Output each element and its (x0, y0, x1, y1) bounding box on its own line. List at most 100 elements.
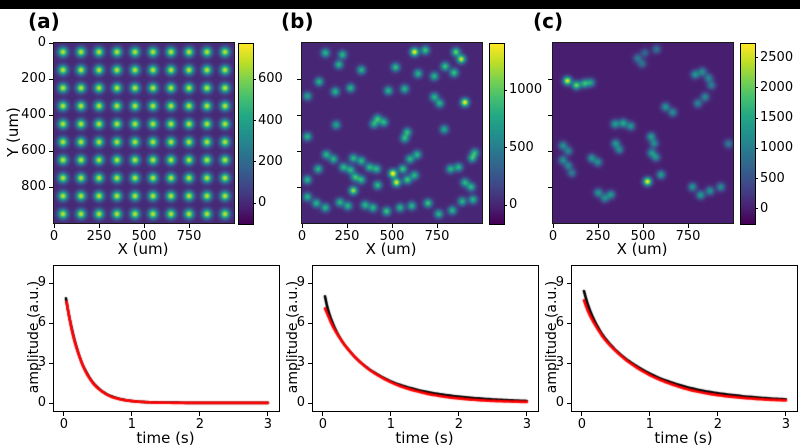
y-tick-label: 0 (37, 35, 46, 50)
y-tick-label: 3 (296, 355, 305, 371)
y-tick (567, 322, 571, 324)
x-tick (346, 224, 348, 228)
colorbar-tick (253, 161, 256, 163)
x-tick-label: 750 (424, 229, 450, 244)
y-tick (548, 186, 552, 188)
y-tick (49, 150, 53, 152)
colorbar-tick (755, 178, 758, 180)
y-tick-label: 9 (37, 275, 46, 291)
x-tick-label: 500 (131, 229, 157, 244)
colorbar-tick (755, 147, 758, 149)
colorbar-tick-label: 200 (258, 153, 283, 169)
panel-letter-c: (c) (533, 9, 564, 33)
y-tick (308, 282, 312, 284)
x-tick (785, 412, 787, 416)
heatmap-c-canvas (553, 43, 733, 223)
colorbar-tick (253, 78, 256, 80)
time-label-a: time (s) (136, 429, 195, 446)
y-tick (297, 186, 301, 188)
x-tick-label: 2 (713, 417, 723, 432)
x-tick (63, 412, 65, 416)
colorbar-tick (755, 208, 758, 210)
panel-letter-a: (a) (28, 9, 60, 33)
y-tick (49, 42, 53, 44)
decay-b-canvas (313, 266, 538, 411)
colorbar-tick-label: 0 (258, 195, 267, 211)
colorbar-tick (504, 147, 507, 148)
heatmap-a: 0 200 400 600 0 250 500 750 0 200 400 600 800 (21, 35, 283, 244)
y-tick (49, 402, 53, 404)
y-tick-label: 3 (37, 355, 46, 371)
decay-plot-b: 0 1 2 3 0 3 6 9 (297, 265, 539, 432)
x-tick-label: 0 (548, 229, 558, 244)
x-tick-label: 2 (195, 417, 205, 432)
decay-plot-c: 0 1 2 3 0 3 6 9 (556, 265, 798, 432)
x-tick (687, 224, 689, 228)
x-tick (552, 224, 554, 228)
colorbar-tick-label: 1000 (760, 140, 794, 156)
y-tick-label: 9 (296, 275, 305, 291)
colorbar-tick (504, 89, 507, 91)
colorbar-c: 0 500 1000 1500 2000 2500 (740, 43, 793, 225)
y-tick-label: 0 (555, 395, 564, 410)
x-tick-label: 3 (781, 417, 791, 432)
y-tick-label: 400 (21, 107, 46, 122)
x-tick-label: 250 (334, 229, 360, 244)
x-tick (642, 224, 644, 228)
colorbar-tick-label: 500 (509, 139, 534, 155)
time-label-c: time (s) (654, 429, 713, 446)
y-tick (49, 322, 53, 324)
amplitude-label-a: amplitude (a.u.) (26, 280, 42, 394)
x-tick-label: 3 (522, 417, 532, 432)
y-tick (308, 322, 312, 324)
colorbar-tick (755, 117, 758, 119)
x-tick (391, 224, 393, 228)
y-tick-label: 6 (555, 315, 564, 331)
x-tick-label: 500 (379, 229, 405, 244)
heatmap-b-canvas (302, 43, 482, 223)
x-tick-label: 0 (297, 229, 307, 244)
x-tick (390, 412, 392, 416)
x-tick (597, 224, 599, 228)
y-tick (548, 150, 552, 152)
x-tick (526, 412, 528, 416)
colorbar-tick-label: 1000 (509, 82, 543, 97)
top-black-bar (0, 0, 800, 9)
x-tick (53, 224, 55, 228)
heatmap-a-canvas (54, 43, 234, 223)
y-tick-label: 6 (37, 315, 46, 331)
colorbar-tick-label: 0 (509, 197, 518, 213)
x-tick (143, 224, 145, 228)
amplitude-label-c: amplitude (a.u.) (544, 280, 560, 394)
y-tick (567, 362, 571, 364)
y-tick (49, 282, 53, 284)
panel-letter-b: (b) (281, 9, 314, 33)
x-tick-label: 0 (59, 417, 69, 432)
time-label-b: time (s) (395, 429, 454, 446)
x-tick (322, 412, 324, 416)
x-tick-label: 250 (86, 229, 112, 244)
colorbar-tick (253, 120, 256, 122)
y-tick-label: 9 (555, 275, 564, 291)
x-tick-label: 0 (318, 417, 328, 432)
x-tick (199, 412, 201, 416)
x-tick (717, 412, 719, 416)
amplitude-label-b: amplitude (a.u.) (285, 280, 301, 394)
colorbar-tick-label: 1500 (760, 110, 794, 126)
colorbar-tick (504, 204, 507, 206)
heatmap-c: 0 500 1000 1500 2000 2500 0 250 500 750 (548, 42, 793, 244)
x-tick-label: 1 (645, 417, 655, 432)
colorbar-tick-label: 0 (760, 200, 769, 216)
x-tick (188, 224, 190, 228)
y-tick (548, 114, 552, 116)
colorbar-tick-label: 600 (258, 71, 283, 87)
colorbar-a: 0 200 400 600 (238, 43, 283, 225)
decay-a-canvas (54, 266, 279, 411)
y-tick (308, 362, 312, 364)
x-tick (131, 412, 133, 416)
x-tick-label: 3 (263, 417, 273, 432)
colorbar-tick-label: 2500 (760, 49, 794, 65)
x-tick-label: 1 (127, 417, 137, 432)
y-tick (49, 186, 53, 188)
